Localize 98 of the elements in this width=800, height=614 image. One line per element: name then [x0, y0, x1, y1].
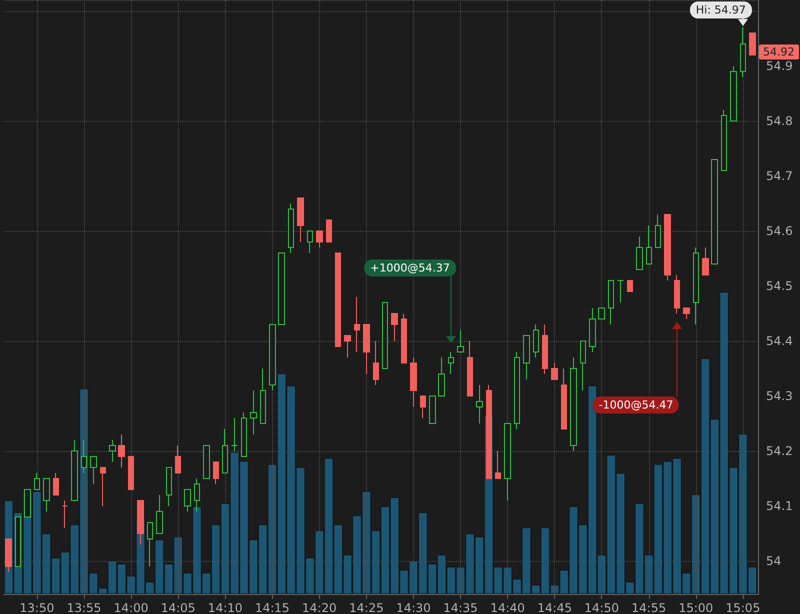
candlestick: [711, 159, 718, 264]
x-tick-label: 14:30: [396, 601, 431, 614]
candlestick: [457, 330, 464, 352]
y-tick-label: 54.8: [766, 114, 793, 128]
candlestick: [118, 434, 125, 468]
x-tick-label: 13:50: [20, 601, 54, 614]
candlestick: [730, 66, 737, 122]
candlestick: [608, 280, 614, 325]
x-tick-label: 14:25: [349, 601, 384, 614]
y-tick-label: 54.7: [766, 169, 793, 183]
x-tick-label: 14:45: [537, 601, 572, 614]
x-tick-label: 15:00: [678, 601, 714, 614]
y-tick-label: 54.1: [766, 499, 793, 513]
candlestick: [62, 500, 68, 528]
candlestick: [241, 412, 247, 457]
x-tick-label: 13:55: [66, 601, 102, 614]
candlestick: [128, 456, 134, 490]
text: 54.92: [759, 44, 798, 60]
annotation: -1000@54.47: [592, 396, 680, 414]
annotation: +1000@54.37: [364, 260, 456, 276]
candlestick: [373, 340, 379, 386]
candlestick: [646, 225, 652, 264]
y-tick-label: 54.6: [766, 224, 793, 238]
candlestick: [655, 214, 661, 248]
candlestick: [533, 324, 539, 358]
candlestick: [250, 390, 257, 435]
candlestick: [636, 236, 643, 270]
candlestick: [598, 308, 605, 320]
candlestick: [589, 308, 596, 352]
candlestick: [260, 368, 266, 424]
candlestick: [551, 362, 558, 380]
y-tick-label: 54.2: [766, 444, 793, 458]
x-tick-label: 14:55: [632, 601, 666, 614]
annotation: Hi: 54.97: [690, 1, 752, 18]
candlestick: [288, 203, 294, 254]
candlestick: [354, 296, 360, 352]
candlestick: [429, 396, 436, 424]
candlestick: [326, 220, 332, 242]
candlestick: [664, 214, 671, 281]
candlestick: [278, 252, 285, 325]
candlestick: [749, 32, 756, 56]
candlestick: [617, 280, 624, 303]
candlestick: [166, 467, 172, 506]
candlestick: [222, 428, 228, 474]
y-tick-label: 54: [766, 554, 782, 568]
candlestick: [420, 396, 426, 418]
candlestick: [316, 230, 323, 248]
candlestick: [721, 110, 727, 171]
candlestick: [683, 308, 690, 320]
candlestick: [627, 280, 633, 292]
x-tick-label: 14:20: [302, 601, 337, 614]
x-tick-label: 14:40: [490, 601, 525, 614]
x-tick-label: 14:05: [160, 601, 196, 614]
candlestick: [297, 198, 304, 242]
candlestick: [382, 302, 388, 369]
candlestick: [495, 450, 501, 479]
candlestick: [147, 522, 153, 567]
candlestick: [401, 313, 407, 364]
candlestick: [363, 324, 370, 374]
x-tick-label: 14:35: [443, 601, 478, 614]
candlestick: [344, 335, 351, 358]
candlestick: [100, 467, 106, 506]
candlestick: [109, 440, 116, 462]
x-tick-label: 14:50: [584, 601, 620, 614]
y-tick-label: 54.5: [766, 279, 793, 293]
candlestick: [184, 489, 191, 512]
candlestick: [476, 384, 483, 424]
candlestick: [391, 313, 398, 342]
candlestick: [438, 357, 445, 396]
candlestick: [561, 368, 567, 430]
candlestick: [580, 340, 586, 391]
candlestick: [467, 340, 473, 396]
candlestick: [335, 252, 341, 347]
candlestick: [702, 247, 709, 276]
candlestick: [693, 247, 699, 325]
candlestick: [523, 335, 530, 380]
candlestick: [542, 324, 548, 374]
candlestick: [514, 352, 520, 430]
candlestick: [740, 27, 746, 78]
candlestick: [504, 423, 511, 501]
candlestick: [410, 357, 417, 408]
x-tick-label: 14:00: [114, 601, 148, 614]
candlestick: [231, 418, 238, 452]
candlestick: [156, 494, 163, 534]
y-tick-label: 54.9: [766, 59, 793, 73]
x-tick-label: 15:05: [726, 601, 760, 614]
candlestick: [213, 462, 219, 484]
y-tick-label: 54.4: [766, 334, 793, 348]
candlestick: [175, 445, 181, 474]
candlestick: [570, 357, 577, 452]
candlestick: [448, 352, 454, 374]
x-tick-label: 14:15: [254, 601, 290, 614]
x-tick-label: 14:10: [208, 601, 243, 614]
candlestick: [307, 230, 313, 254]
candlestick: [203, 445, 210, 479]
candlestick: [53, 472, 59, 496]
candlestick: [674, 274, 680, 314]
y-tick-label: 54.3: [766, 389, 793, 403]
